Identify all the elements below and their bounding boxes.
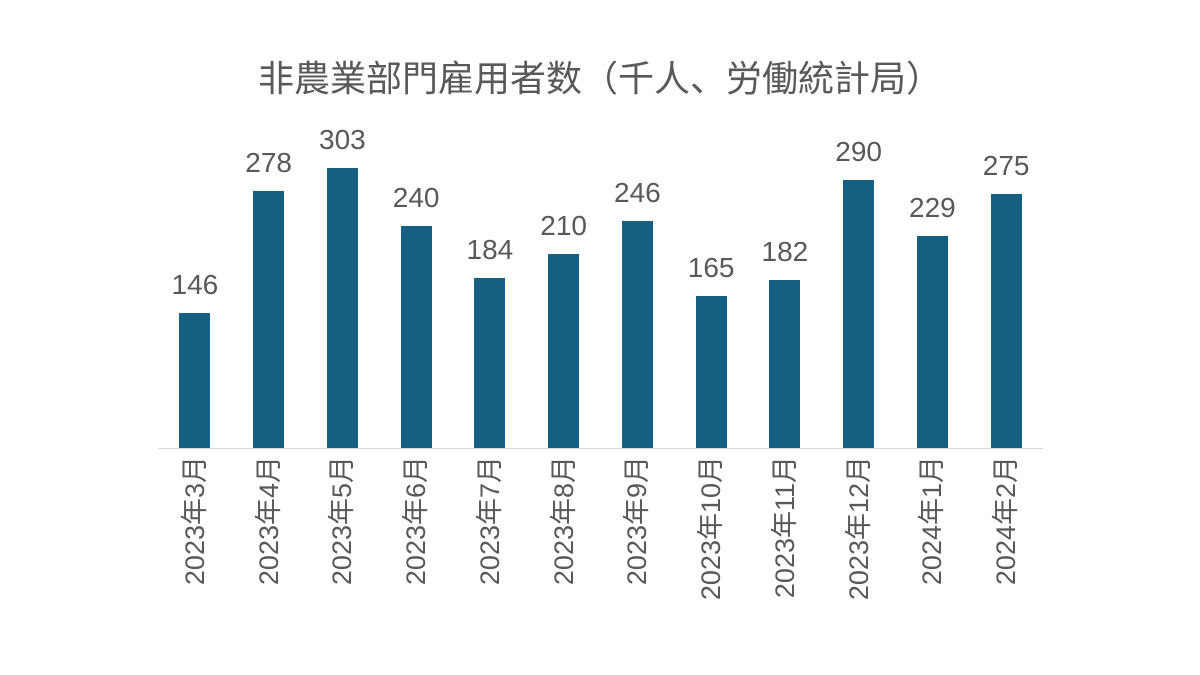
bar-value-label: 240 — [392, 182, 440, 213]
x-axis-tick-label: 2024年2月 — [991, 456, 1022, 586]
bar — [916, 236, 948, 448]
bar — [400, 226, 432, 448]
x-axis-tick-label: 2023年10月 — [696, 456, 727, 601]
x-axis-tick-label: 2023年3月 — [179, 456, 210, 586]
bar-value-label: 165 — [687, 252, 735, 283]
bar — [253, 191, 285, 448]
plot-area: 146 278 303 240 184 210 246 165 182 290 229 275 — [158, 0, 1043, 448]
bar-value-label: 290 — [835, 136, 882, 167]
bar-value-label: 184 — [466, 234, 514, 265]
bar — [548, 254, 580, 448]
bar-value-label: 210 — [540, 210, 587, 241]
bar-value-label: 246 — [614, 177, 661, 208]
bar — [990, 194, 1022, 448]
x-axis-tick-label: 2023年6月 — [401, 456, 432, 586]
x-axis-tick-label: 2023年8月 — [548, 456, 579, 586]
bar — [843, 180, 875, 448]
x-axis-tick-label: 2023年12月 — [843, 456, 874, 601]
bar — [695, 296, 727, 448]
x-axis-labels: 2023年3月 2023年4月 2023年5月 2023年6月 2023年7月 2023年… — [158, 448, 1043, 675]
bar-value-label: 275 — [982, 150, 1030, 181]
x-axis-tick-label: 2023年4月 — [253, 456, 284, 586]
x-axis-line — [158, 448, 1043, 449]
bar-value-label: 278 — [245, 147, 292, 178]
x-axis-tick-label: 2024年1月 — [917, 456, 948, 586]
bar-value-label: 182 — [761, 236, 809, 267]
x-axis-tick-label: 2023年5月 — [327, 456, 358, 586]
bar — [179, 313, 211, 448]
bar-value-label: 146 — [171, 269, 219, 300]
x-axis-tick-label: 2023年7月 — [474, 456, 505, 586]
bar — [621, 221, 653, 448]
bar — [326, 168, 358, 448]
bar-value-label: 229 — [909, 192, 956, 223]
bar — [769, 280, 801, 448]
bar — [474, 278, 506, 448]
chart-title: 非農業部門雇用者数（千人、労働統計局） — [257, 58, 942, 99]
bar-value-label: 303 — [319, 124, 366, 155]
x-axis-tick-label: 2023年9月 — [622, 456, 653, 586]
x-axis-tick-label: 2023年11月 — [769, 456, 800, 599]
